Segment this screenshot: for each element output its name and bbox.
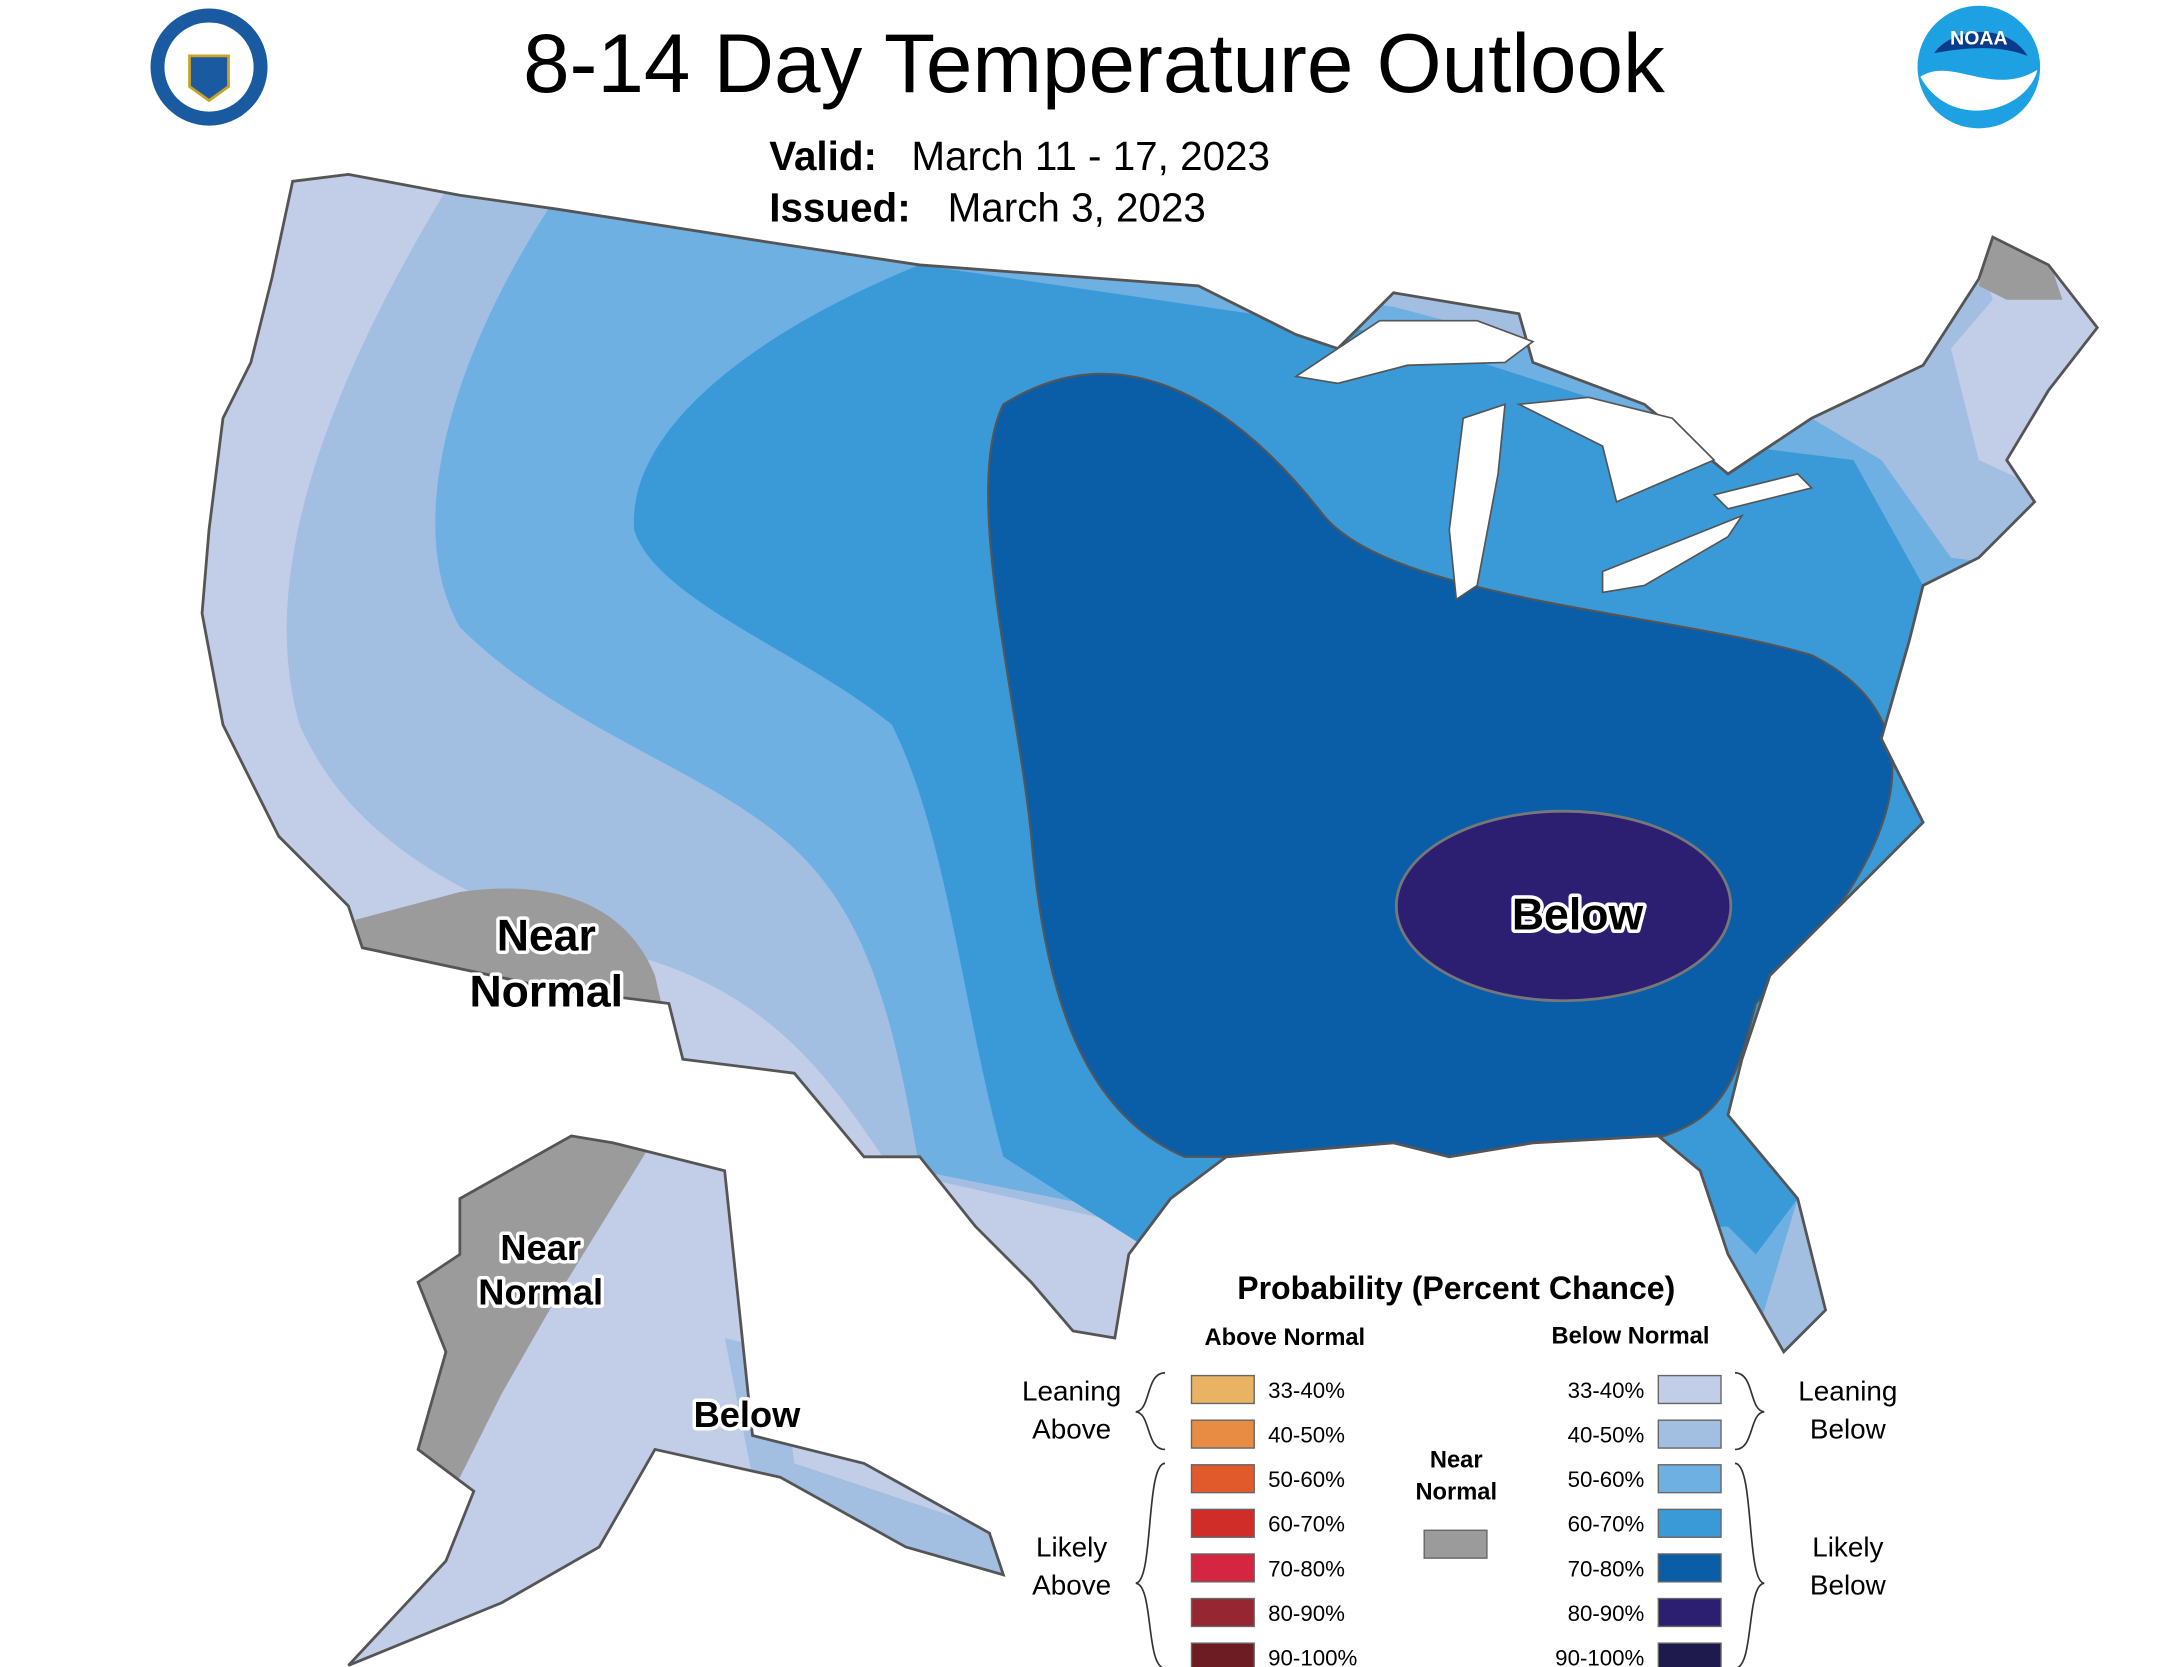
likely-above-label: Likely	[1036, 1532, 1107, 1563]
zone-near-normal-sw	[355, 888, 676, 1067]
below-swatch-3	[1657, 1508, 1722, 1538]
below-range-label: 33-40%	[1568, 1378, 1645, 1403]
legend-below-header: Below Normal	[1551, 1324, 1709, 1350]
above-swatch-0	[1190, 1374, 1255, 1405]
page-title: 8-14 Day Temperature Outlook	[523, 16, 1665, 110]
above-swatch-1	[1190, 1419, 1255, 1449]
conus-near-normal-label: Near	[497, 912, 596, 961]
valid-label: Valid:	[769, 133, 877, 179]
ak-near-normal-label: Near	[500, 1227, 581, 1268]
above-range-label: 40-50%	[1268, 1422, 1345, 1447]
below-swatch-4	[1657, 1553, 1722, 1583]
noaa-logo-icon: NOAA	[1917, 5, 2041, 129]
above-swatch-5	[1190, 1597, 1255, 1628]
ak-below-label: Below	[694, 1394, 801, 1435]
ak-below-40-50	[724, 1337, 1004, 1589]
near-normal-swatch	[1423, 1529, 1488, 1559]
zone-near-normal-maine	[1978, 230, 2063, 300]
doc-seal-icon	[150, 8, 268, 126]
below-swatch-6	[1657, 1642, 1722, 1667]
likely-above-label-2: Above	[1032, 1569, 1111, 1600]
issued-date: March 3, 2023	[948, 185, 1206, 231]
likely-below-label: Likely	[1812, 1532, 1883, 1563]
above-swatch-3	[1190, 1508, 1255, 1538]
legend-above-header: Above Normal	[1205, 1325, 1366, 1351]
above-range-label: 50-60%	[1268, 1467, 1345, 1492]
below-swatch-5	[1657, 1597, 1722, 1628]
below-range-label: 50-60%	[1568, 1467, 1645, 1492]
above-range-label: 80-90%	[1268, 1601, 1345, 1626]
great-lakes	[1293, 319, 1814, 601]
legend-title: Probability (Percent Chance)	[1237, 1270, 1675, 1306]
near-normal-label-2: Normal	[1415, 1480, 1497, 1506]
below-swatch-2	[1657, 1464, 1722, 1494]
legend-braces	[1135, 1371, 1765, 1667]
issued-label: Issued:	[769, 185, 910, 231]
above-range-label: 33-40%	[1268, 1378, 1345, 1403]
below-range-label: 40-50%	[1568, 1422, 1645, 1447]
above-range-label: 70-80%	[1268, 1556, 1345, 1581]
below-range-label: 70-80%	[1568, 1556, 1645, 1581]
above-range-label: 60-70%	[1268, 1512, 1345, 1537]
conus-below-label: Below	[1512, 891, 1644, 940]
below-swatch-1	[1657, 1419, 1722, 1449]
ak-near-normal-label-2: Normal	[478, 1272, 603, 1313]
above-swatch-4	[1190, 1553, 1255, 1583]
above-swatch-2	[1190, 1464, 1255, 1494]
near-normal-label: Near	[1430, 1448, 1483, 1474]
svg-text:NOAA: NOAA	[1950, 28, 2007, 50]
leaning-above-label: Leaning	[1022, 1376, 1121, 1407]
zone-below-80-90	[1394, 809, 1733, 1003]
conus-near-normal-label-2: Normal	[469, 967, 623, 1016]
above-swatch-6	[1190, 1642, 1255, 1667]
below-range-label: 60-70%	[1568, 1512, 1645, 1537]
valid-dates: March 11 - 17, 2023	[911, 133, 1270, 179]
leaning-below-label-2: Below	[1810, 1413, 1887, 1444]
below-range-label: 80-90%	[1568, 1601, 1645, 1626]
above-range-label: 90-100%	[1268, 1645, 1357, 1667]
below-range-label: 90-100%	[1555, 1645, 1644, 1667]
leaning-below-label: Leaning	[1798, 1376, 1897, 1407]
leaning-above-label-2: Above	[1032, 1413, 1111, 1444]
legend: Probability (Percent Chance) Above Norma…	[1022, 1270, 1897, 1667]
below-swatch-0	[1657, 1374, 1722, 1405]
likely-below-label-2: Below	[1810, 1569, 1887, 1600]
